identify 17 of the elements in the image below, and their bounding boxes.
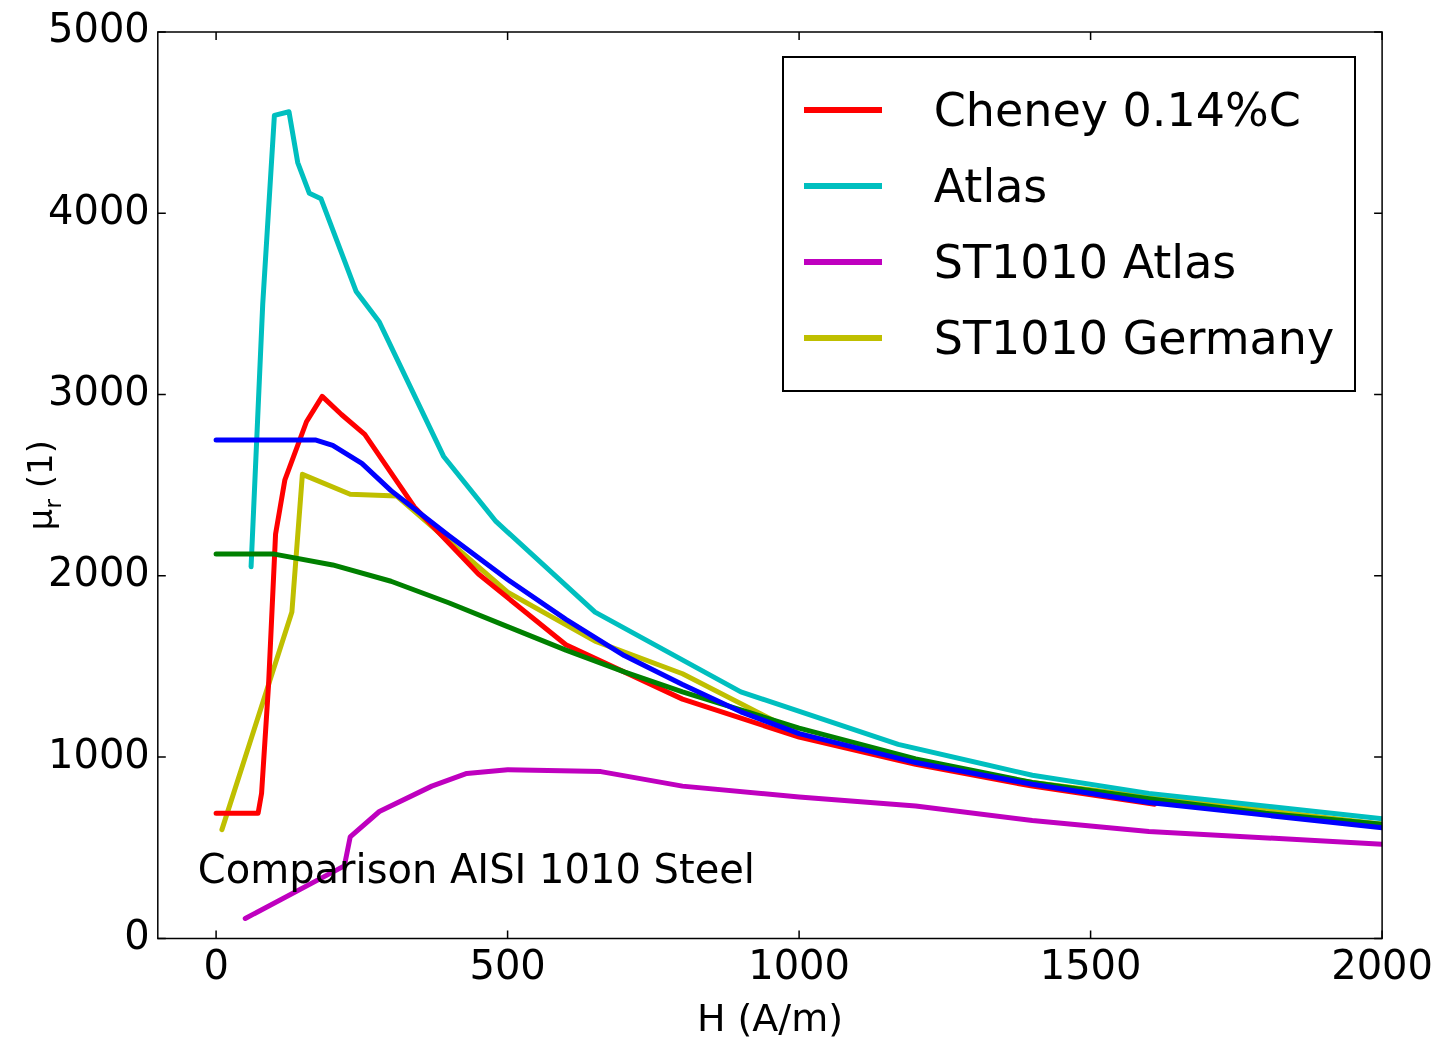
y-tick-label: 2000 [48,549,150,596]
legend-label: Atlas [933,159,1048,213]
y-tick-label: 5000 [48,5,150,52]
x-tick-label: 1500 [1039,941,1142,988]
y-tick-label: 0 [124,911,150,958]
y-tick-label: 1000 [48,730,150,777]
x-tick-label: 2000 [1331,941,1433,988]
legend-label: ST1010 Atlas [933,235,1237,289]
y-tick-label: 3000 [48,367,150,414]
legend-label: ST1010 Germany [933,311,1335,365]
y-axis-title: μr (1) [20,440,67,531]
x-tick-label: 1000 [748,941,850,988]
x-tick-label: 500 [469,941,546,988]
y-tick-label: 4000 [48,186,150,233]
legend-label: Cheney 0.14%C [933,83,1301,137]
x-tick-label: 0 [203,941,229,988]
x-axis-title: H (A/m) [696,996,844,1041]
